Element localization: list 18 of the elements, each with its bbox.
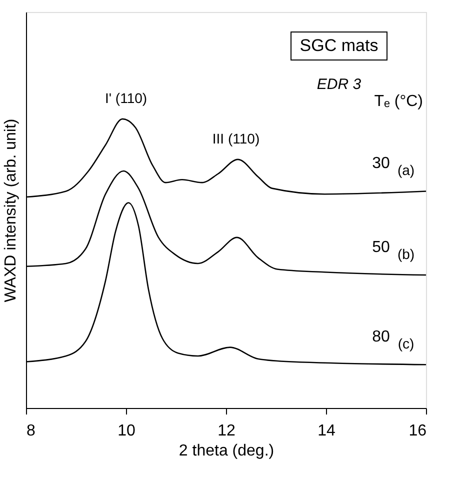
x-tick-label: 14 (318, 422, 336, 440)
annotation: I' (110) (104, 90, 148, 106)
text: SGC mats (300, 36, 378, 55)
annotation: (a) (397, 162, 415, 178)
text: EDR 3 (316, 76, 362, 93)
x-tick-label: 10 (118, 422, 136, 440)
y-axis-title: WAXD intensity (arb. unit) (2, 118, 20, 302)
x-tick-label: 16 (408, 422, 427, 440)
x-tick-label: 8 (26, 422, 36, 440)
series-label: 80 (372, 328, 390, 346)
x-axis-title: 2 theta (deg.) (178, 442, 274, 460)
annotation: III (110) (212, 130, 260, 146)
series-label: 50 (372, 239, 390, 256)
annotation: (c) (398, 336, 414, 352)
series-label: 30 (372, 155, 390, 172)
legend-title: Tₑ (°C) (374, 93, 423, 110)
x-tick-label: 12 (218, 422, 236, 440)
annotation: (b) (397, 246, 415, 262)
